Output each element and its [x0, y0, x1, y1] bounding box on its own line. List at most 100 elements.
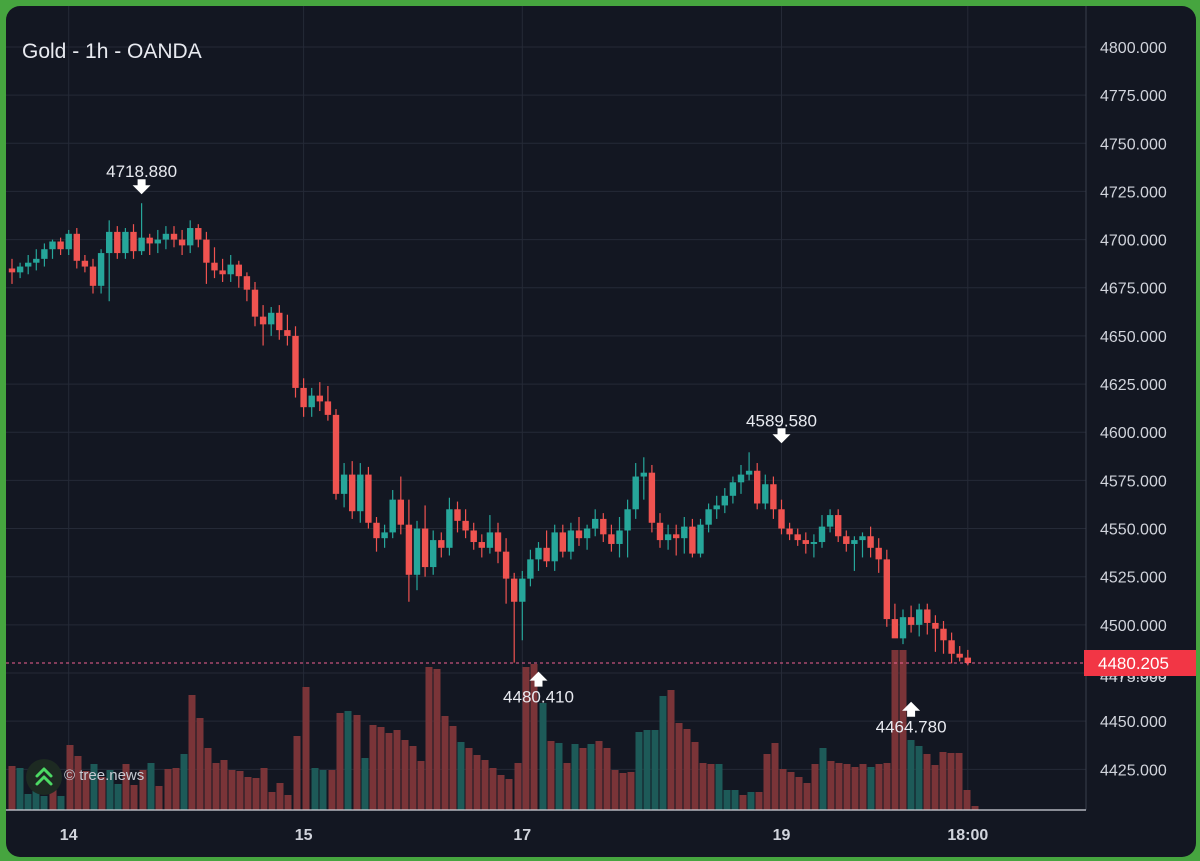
candle-body	[721, 495, 728, 506]
candle-body	[778, 509, 785, 529]
candle-body	[705, 509, 712, 525]
candle-body	[932, 622, 939, 629]
candle-body	[502, 551, 510, 579]
volume-bar	[16, 768, 24, 810]
candle-body	[454, 509, 461, 521]
volume-bar	[319, 770, 327, 810]
price-annotations: 4718.880 4589.580 4480.410 4464.780	[106, 162, 946, 736]
volume-bar	[530, 664, 538, 810]
candle	[187, 220, 194, 254]
candle-body	[57, 241, 64, 250]
candle-body	[826, 515, 834, 527]
volume-bar	[409, 746, 417, 810]
volume-bar	[457, 742, 465, 810]
candle-body	[754, 470, 761, 504]
candle-body	[130, 231, 137, 252]
volume-bar	[851, 767, 859, 810]
candle-body	[802, 540, 809, 544]
candle	[243, 272, 251, 302]
candle-body	[697, 524, 704, 554]
volume-bar	[147, 763, 155, 810]
candle-body	[867, 536, 874, 548]
candle-body	[324, 401, 332, 415]
candle	[899, 609, 907, 645]
candle	[891, 603, 899, 639]
candle	[624, 499, 631, 558]
candle	[340, 463, 348, 508]
candle-body	[916, 609, 923, 625]
candle	[867, 526, 874, 558]
volume-bar	[344, 711, 352, 810]
candle	[786, 522, 793, 541]
candle	[49, 239, 56, 259]
volume-bar	[803, 783, 811, 810]
candle-body	[276, 312, 283, 331]
candle	[227, 254, 234, 282]
candle	[567, 522, 575, 560]
candle	[940, 621, 947, 654]
candle	[519, 570, 526, 641]
candle-body	[883, 559, 890, 620]
volume-bar	[114, 784, 122, 810]
candle-body	[519, 578, 526, 602]
y-tick-label: 4600.000	[1100, 425, 1167, 442]
candle	[656, 513, 664, 548]
y-tick-label: 4525.000	[1100, 570, 1167, 587]
volume-bar	[835, 763, 843, 810]
y-tick-label: 4575.000	[1100, 473, 1167, 490]
volume-bar	[393, 730, 401, 810]
candle	[737, 464, 745, 494]
volume-bar	[66, 745, 74, 810]
candle-body	[300, 387, 307, 408]
candle	[454, 501, 461, 533]
volume-bar	[514, 763, 522, 810]
candle-body	[478, 542, 485, 548]
candle	[97, 249, 105, 294]
candle-body	[65, 233, 72, 250]
volume-bar	[915, 746, 923, 810]
candle	[438, 532, 445, 558]
volume-bar	[228, 770, 236, 810]
volume-bar	[252, 778, 260, 810]
volume-bar	[555, 743, 563, 810]
candle	[583, 524, 591, 550]
price-axis[interactable]: 4425.0004450.0004475.0004500.0004525.000…	[6, 6, 1167, 844]
candle	[600, 513, 607, 543]
candle-body	[575, 530, 583, 539]
double-chevron-up-icon	[26, 759, 62, 795]
candle	[462, 509, 469, 539]
volume-bar	[497, 775, 505, 810]
candle-body	[203, 239, 210, 263]
candlestick-chart[interactable]: 4718.880 4589.580 4480.410 4464.780 4425.00…	[6, 6, 1196, 857]
candle-body	[551, 532, 558, 562]
candle-body	[162, 233, 170, 240]
candle	[41, 243, 48, 267]
candle	[178, 229, 186, 255]
candle	[916, 603, 923, 637]
x-tick-label: 17	[513, 827, 531, 844]
candle	[154, 229, 161, 254]
candle	[470, 522, 477, 550]
candle	[616, 516, 623, 558]
chart-frame: 4718.880 4589.580 4480.410 4464.780 4425.00…	[6, 6, 1196, 857]
candle-body	[308, 395, 315, 408]
candle-body	[964, 657, 971, 663]
candle-body	[640, 472, 647, 477]
candle-body	[405, 524, 413, 575]
volume-bar	[795, 777, 803, 810]
volume-bar	[433, 669, 441, 810]
volume-bar	[891, 650, 899, 810]
x-tick-label: 18:00	[947, 827, 988, 844]
candle	[932, 615, 939, 652]
volume-bar	[40, 796, 48, 810]
candle-body	[251, 289, 259, 317]
arrow-up-icon	[529, 671, 548, 687]
candle	[57, 237, 64, 255]
candle-body	[41, 249, 48, 259]
candle-body	[462, 520, 469, 531]
volume-bar	[819, 748, 827, 810]
candle-body	[948, 640, 955, 654]
candle-body	[81, 260, 89, 267]
candle-body	[146, 237, 153, 244]
volume-bar	[49, 786, 57, 810]
